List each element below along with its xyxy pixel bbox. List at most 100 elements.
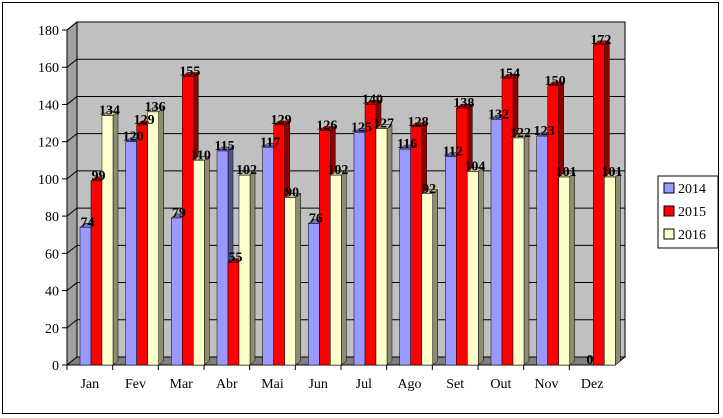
data-label: 129 bbox=[134, 113, 155, 128]
data-label: 172 bbox=[590, 33, 611, 48]
bar-side bbox=[249, 170, 256, 366]
bar-2016-Nov bbox=[558, 176, 570, 366]
bar-2014-Ago bbox=[399, 148, 411, 366]
gridline bbox=[66, 133, 625, 143]
gridline bbox=[66, 21, 625, 31]
bar-2014-Jul bbox=[353, 132, 366, 366]
x-tick-label: Set bbox=[446, 377, 464, 392]
data-label: 129 bbox=[271, 113, 292, 128]
bar-side bbox=[386, 124, 393, 366]
bar-side bbox=[523, 133, 530, 366]
y-tick-label: 40 bbox=[45, 285, 59, 300]
data-label: 120 bbox=[123, 130, 144, 145]
bar-2016-Out bbox=[512, 137, 525, 366]
bar-side bbox=[158, 107, 164, 366]
data-label: 140 bbox=[362, 92, 383, 107]
bar-2014-Jan bbox=[79, 227, 92, 366]
bar-2016-Mai bbox=[284, 197, 296, 366]
bar-side bbox=[432, 189, 438, 366]
data-label: 74 bbox=[81, 215, 95, 230]
data-label: 116 bbox=[397, 137, 417, 152]
y-tick-label: 20 bbox=[45, 322, 59, 337]
bar-side bbox=[204, 155, 210, 366]
gridline bbox=[66, 244, 625, 254]
bar-2016-Jan bbox=[101, 115, 114, 366]
data-label: 155 bbox=[179, 65, 200, 80]
x-tick-label: Jul bbox=[356, 377, 372, 392]
data-label: 102 bbox=[236, 163, 257, 178]
bar-2014-Out bbox=[490, 119, 503, 366]
bar-2015-Jul bbox=[364, 104, 377, 366]
x-tick-label: Jan bbox=[80, 377, 99, 392]
data-label: 55 bbox=[229, 251, 243, 266]
data-label: 138 bbox=[453, 96, 474, 111]
data-label: 112 bbox=[443, 145, 463, 160]
bar-2016-Jun bbox=[330, 174, 342, 366]
data-label: 101 bbox=[556, 165, 577, 180]
y-tick-label: 140 bbox=[38, 98, 59, 113]
bar-2015-Abr bbox=[227, 262, 240, 366]
chart-frame: 0 20 40 60 80 100 120 140 160 180 Jan Fev Mar Abr Mai J… bbox=[2, 2, 719, 414]
bar-2016-Abr bbox=[238, 174, 251, 366]
y-tick-label: 100 bbox=[38, 173, 59, 188]
bar-2014-Set bbox=[445, 156, 457, 366]
data-label: 115 bbox=[214, 139, 234, 154]
gridline bbox=[66, 319, 625, 329]
x-tick-label: Abr bbox=[216, 377, 238, 392]
bar-2014-Mar bbox=[171, 217, 183, 366]
data-label: 136 bbox=[145, 100, 166, 115]
bar-side bbox=[295, 192, 301, 366]
gridline bbox=[66, 95, 625, 105]
legend-swatch-2014 bbox=[663, 182, 675, 194]
gridline bbox=[66, 282, 625, 291]
data-label: 90 bbox=[285, 186, 299, 201]
bar-2016-Set bbox=[467, 171, 479, 366]
data-label: 117 bbox=[260, 135, 280, 150]
bar-2014-Nov bbox=[536, 135, 548, 366]
x-tick-label: Ago bbox=[397, 377, 421, 392]
bar-2014-Fev bbox=[125, 141, 137, 366]
bar-2015-Fev bbox=[136, 124, 148, 366]
bar-2014-Abr bbox=[216, 150, 229, 366]
legend-label-2014: 2014 bbox=[678, 182, 706, 197]
x-tick-label: Mai bbox=[261, 377, 284, 392]
bar-side bbox=[478, 166, 484, 366]
y-tick-label: 80 bbox=[45, 210, 59, 225]
x-tick-label: Nov bbox=[534, 377, 558, 392]
data-label: 92 bbox=[422, 182, 436, 197]
gridline bbox=[66, 58, 625, 68]
bar-side bbox=[569, 172, 575, 366]
y-tick-label: 180 bbox=[38, 24, 59, 39]
y-tick-label: 120 bbox=[38, 136, 59, 151]
legend-swatch-2016 bbox=[663, 228, 675, 240]
data-label: 102 bbox=[327, 163, 348, 178]
side-wall bbox=[66, 20, 78, 367]
data-label: 123 bbox=[534, 124, 555, 139]
bar-side bbox=[341, 170, 347, 366]
legend-swatch-2015 bbox=[663, 205, 675, 217]
bar-2016-Jul bbox=[375, 128, 388, 366]
bar-2016-Ago bbox=[421, 193, 433, 366]
data-label: 104 bbox=[464, 159, 485, 174]
x-tick-label: Jun bbox=[308, 377, 327, 392]
data-label: 134 bbox=[99, 104, 120, 119]
x-tick-label: Out bbox=[490, 377, 511, 392]
bar-2016-Fev bbox=[147, 111, 159, 366]
legend-label-2015: 2015 bbox=[678, 205, 706, 220]
x-tick-label: Fev bbox=[125, 377, 146, 392]
bar-2015-Ago bbox=[410, 126, 422, 366]
x-tick-label: Dez bbox=[581, 377, 604, 392]
bar-2015-Mai bbox=[273, 124, 285, 366]
gridline bbox=[66, 207, 625, 217]
data-label: 99 bbox=[92, 169, 106, 184]
data-label: 79 bbox=[172, 206, 186, 221]
data-label: 128 bbox=[408, 115, 429, 130]
data-label: 101 bbox=[601, 165, 622, 180]
y-tick-label: 0 bbox=[52, 359, 59, 374]
bar-2014-Mai bbox=[262, 147, 274, 366]
bar-chart: 0 20 40 60 80 100 120 140 160 180 Jan Fev Mar Abr Mai J… bbox=[38, 20, 719, 392]
data-label: 76 bbox=[309, 212, 323, 227]
data-label: 132 bbox=[488, 107, 509, 122]
data-label: 126 bbox=[316, 119, 337, 134]
legend-label-2016: 2016 bbox=[678, 228, 706, 243]
